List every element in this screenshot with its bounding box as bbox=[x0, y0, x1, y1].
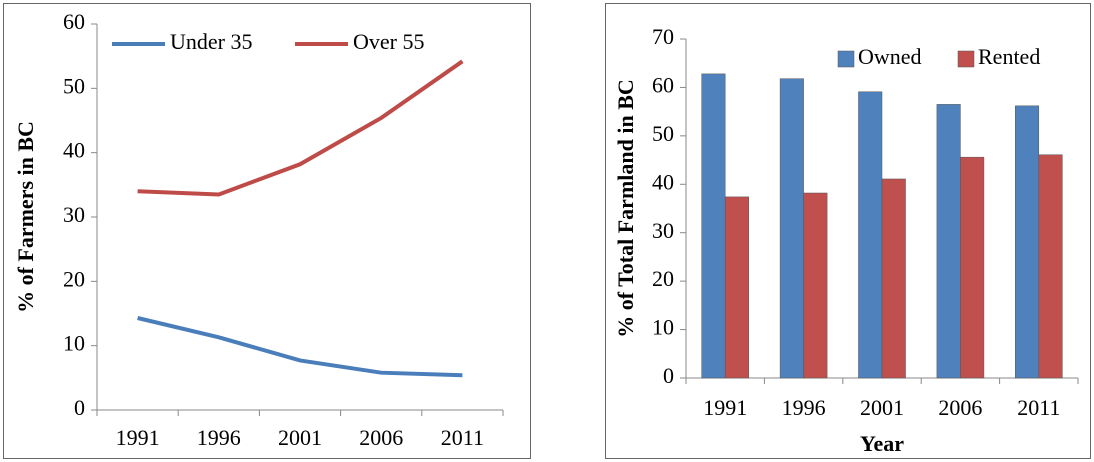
y-tick-label: 20 bbox=[652, 266, 674, 291]
y-tick-label: 0 bbox=[74, 395, 85, 420]
y-tick-label: 60 bbox=[63, 9, 85, 34]
y-tick-label: 10 bbox=[63, 331, 85, 356]
bar bbox=[936, 104, 961, 379]
y-tick-label: 0 bbox=[663, 363, 674, 388]
x-tick-label: 1996 bbox=[782, 395, 826, 420]
legend-label: Rented bbox=[978, 44, 1040, 69]
bar bbox=[960, 156, 985, 379]
x-tick-label: 2001 bbox=[860, 395, 904, 420]
legend-label: Over 55 bbox=[353, 29, 424, 54]
bar bbox=[724, 196, 749, 379]
x-tick-label: 1996 bbox=[197, 425, 241, 450]
bar bbox=[1015, 105, 1040, 379]
y-tick-label: 30 bbox=[63, 202, 85, 227]
bar bbox=[701, 73, 726, 379]
bar bbox=[1038, 154, 1063, 379]
y-tick-label: 40 bbox=[63, 138, 85, 163]
bar bbox=[779, 78, 804, 379]
bar bbox=[858, 91, 883, 379]
bar bbox=[803, 192, 828, 379]
panel-frame bbox=[3, 3, 531, 459]
y-tick-label: 50 bbox=[63, 73, 85, 98]
x-tick-label: 2006 bbox=[359, 425, 403, 450]
x-tick-label: 1991 bbox=[116, 425, 160, 450]
x-axis-label: Year bbox=[860, 431, 904, 456]
line bbox=[137, 59, 464, 197]
x-tick-label: 2011 bbox=[1017, 395, 1060, 420]
y-axis-label: % of Total Farmland in BC bbox=[613, 79, 638, 338]
x-tick-label: 2006 bbox=[938, 395, 982, 420]
y-tick-label: 10 bbox=[652, 315, 674, 340]
legend-label: Owned bbox=[858, 44, 922, 69]
line bbox=[137, 316, 463, 378]
y-tick-label: 30 bbox=[652, 218, 674, 243]
legend-label: Under 35 bbox=[170, 29, 252, 54]
bar bbox=[881, 178, 906, 379]
y-tick-label: 50 bbox=[652, 121, 674, 146]
y-tick-label: 70 bbox=[652, 24, 674, 49]
x-tick-label: 2011 bbox=[441, 425, 484, 450]
legend-swatch bbox=[957, 50, 975, 68]
x-tick-label: 1991 bbox=[703, 395, 747, 420]
y-tick-label: 20 bbox=[63, 266, 85, 291]
panel-frame bbox=[605, 3, 1091, 459]
y-tick-label: 40 bbox=[652, 169, 674, 194]
y-axis-label: % of Farmers in BC bbox=[13, 121, 38, 313]
legend-swatch bbox=[837, 50, 855, 68]
x-tick-label: 2001 bbox=[278, 425, 322, 450]
y-tick-label: 60 bbox=[652, 72, 674, 97]
